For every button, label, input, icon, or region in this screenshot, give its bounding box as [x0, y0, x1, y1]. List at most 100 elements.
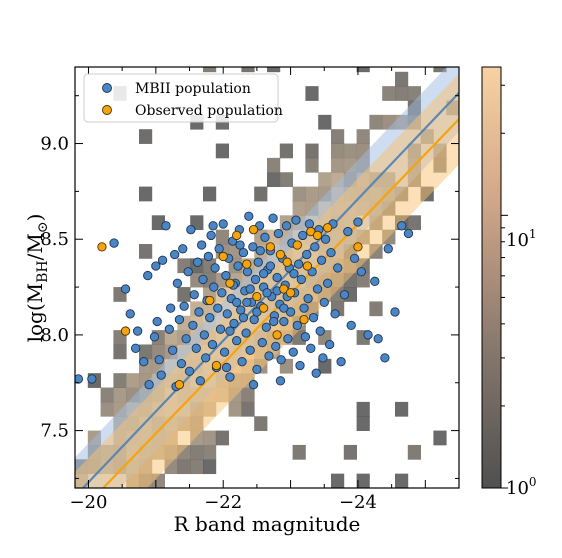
- mbii-point: [189, 290, 199, 300]
- mbii-point: [390, 307, 400, 317]
- observed-point: [97, 242, 107, 252]
- histogram-cell: [139, 129, 153, 144]
- x-axis-ticks: −20 −22 −24: [69, 67, 426, 513]
- observed-point: [174, 380, 185, 390]
- observed-point: [252, 291, 262, 302]
- histogram-cell: [356, 67, 370, 73]
- histogram-cell: [241, 387, 255, 403]
- mbii-point: [333, 263, 343, 273]
- observed-point: [353, 242, 363, 252]
- mbii-point: [199, 330, 209, 340]
- histogram-cell: [343, 444, 357, 460]
- mbii-point: [242, 267, 253, 277]
- colorbar-ticks: [501, 84, 508, 489]
- mbii-point: [252, 364, 262, 375]
- mbii-point: [215, 324, 226, 334]
- y-axis-ticks: 7.5 8.0 8.5 9.0: [40, 95, 459, 479]
- mbii-point: [208, 221, 218, 231]
- histogram-cell: [382, 86, 396, 101]
- y-tick-label: 7.5: [40, 421, 69, 442]
- observed-point: [265, 242, 276, 252]
- mbii-point: [164, 324, 174, 334]
- mbii-point: [172, 278, 183, 288]
- histogram-cell: [331, 129, 345, 144]
- legend-marker-observed: [102, 105, 112, 115]
- mbii-point: [191, 343, 201, 353]
- histogram-cell: [267, 67, 281, 73]
- mbii-point: [205, 313, 215, 323]
- histogram-cell: [203, 301, 217, 317]
- mbii-point: [170, 249, 180, 260]
- fit-bands: [75, 67, 459, 488]
- observed-point: [225, 278, 235, 288]
- histogram-cell: [139, 244, 153, 259]
- mbii-point: [213, 303, 223, 313]
- observed-point: [282, 257, 292, 267]
- mbii-point: [288, 347, 298, 357]
- colorbar: 101 100: [481, 66, 537, 499]
- mbii-point: [318, 353, 328, 363]
- y-axis-label: log(MBH/M⊙): [23, 214, 51, 343]
- mbii-point: [232, 297, 242, 308]
- histogram-cell: [203, 459, 217, 475]
- mbii-point: [179, 301, 189, 311]
- mbii-point: [279, 316, 289, 327]
- mbii-point: [144, 380, 154, 390]
- mbii-point: [143, 270, 153, 281]
- mbii-point: [276, 355, 286, 365]
- mbii-point: [292, 320, 302, 330]
- mbii-point: [299, 303, 309, 313]
- mbii-point: [312, 284, 323, 294]
- histogram-cell: [356, 401, 370, 417]
- histogram-cell: [139, 344, 153, 360]
- mbii-point: [235, 240, 245, 250]
- mbii-point: [232, 335, 242, 346]
- histogram-cell: [139, 186, 153, 202]
- fit-band-1: [75, 73, 459, 488]
- mbii-point: [152, 316, 162, 327]
- mbii-point: [210, 263, 220, 273]
- histogram-cell: [113, 373, 127, 388]
- histogram-cell: [203, 430, 217, 446]
- mbii-point: [120, 284, 131, 294]
- histogram-cell: [113, 387, 127, 403]
- plot-frame: [74, 66, 460, 489]
- mbii-point: [201, 353, 211, 363]
- mbii-point: [244, 211, 254, 221]
- mbii-point: [178, 244, 188, 254]
- mbii-point: [306, 343, 316, 353]
- mbii-point: [221, 362, 232, 373]
- histogram-cell: [151, 344, 165, 360]
- mbii-point: [279, 303, 289, 313]
- mbii-point: [194, 307, 204, 317]
- mbii-point: [221, 270, 231, 281]
- histogram-cell: [305, 86, 319, 101]
- mbii-point: [310, 242, 320, 252]
- mbii-point: [174, 314, 185, 325]
- mbii-point: [320, 234, 331, 244]
- mbii-point: [339, 290, 350, 300]
- x-tick-label: −20: [69, 492, 107, 513]
- mbii-point: [304, 219, 315, 229]
- mbii-point: [300, 332, 311, 342]
- mbii-point: [133, 326, 143, 336]
- mbii-point: [130, 343, 141, 353]
- mbii-point: [326, 247, 336, 258]
- observed-point: [232, 230, 242, 241]
- histogram-cell: [331, 143, 345, 159]
- observed-point: [299, 314, 309, 325]
- mbii-point: [261, 322, 271, 332]
- observed-point: [272, 330, 282, 340]
- histogram-cell: [395, 71, 409, 87]
- colorbar-tick-label-1e0: 100: [506, 475, 537, 499]
- observed-point: [285, 288, 296, 298]
- histogram-cell: [190, 444, 204, 460]
- histogram-cell: [203, 67, 217, 73]
- histogram-cell: [356, 129, 370, 144]
- mbii-point: [166, 303, 176, 313]
- histogram-cell: [241, 401, 255, 417]
- histogram-cell: [395, 401, 409, 417]
- histogram-cell: [292, 444, 306, 460]
- mbii-point: [271, 341, 281, 352]
- histogram-cell: [407, 86, 421, 101]
